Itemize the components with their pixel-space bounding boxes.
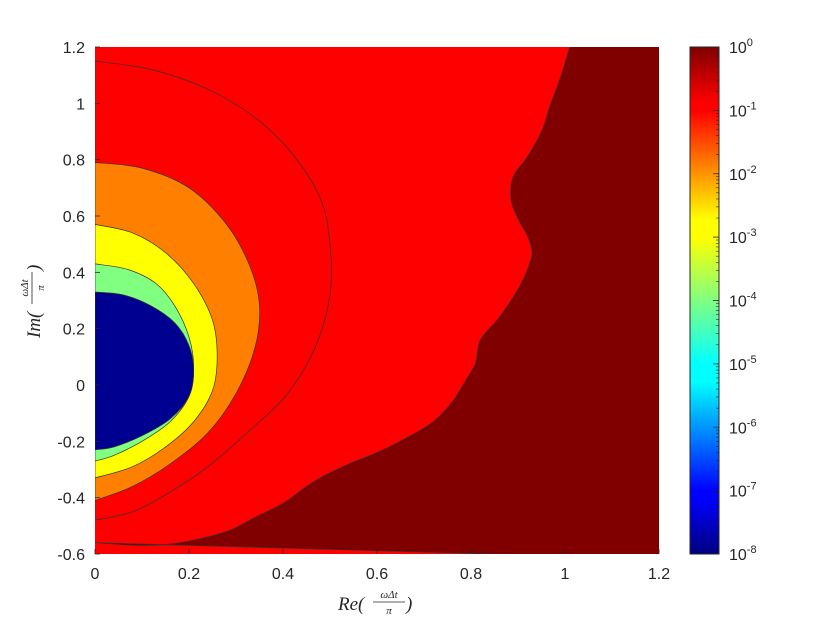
y-axis-label-denominator: π xyxy=(35,285,47,291)
y-tick-label: 0.2 xyxy=(63,322,85,339)
y-axis-label-main: Im( xyxy=(24,310,45,339)
x-axis-label-main: Re( xyxy=(337,594,366,615)
x-tick-label: 0.8 xyxy=(460,566,482,583)
y-tick-label: -0.2 xyxy=(57,434,85,451)
colorbar: 100 10-1 10-2 10-3 10-4 10-5 10-6 10-7 10-8 xyxy=(689,37,757,564)
x-axis-label-numerator: ωΔt xyxy=(380,589,398,601)
colorbar-tick-label: 10-2 xyxy=(729,164,757,184)
x-axis-ticks: 0 0.2 0.4 0.6 0.8 1 1.2 xyxy=(91,549,670,583)
y-tick-label: -0.6 xyxy=(57,547,85,564)
y-tick-label: 0.8 xyxy=(63,153,85,170)
colorbar-tick-label: 10-3 xyxy=(729,227,757,247)
colorbar-tick-label: 10-6 xyxy=(729,417,757,437)
x-tick-label: 0.6 xyxy=(366,566,388,583)
colorbar-tick-label: 100 xyxy=(729,37,753,57)
y-tick-label: -0.4 xyxy=(57,491,85,508)
colorbar-tick-label: 10-4 xyxy=(729,291,757,311)
x-axis-label-close: ) xyxy=(405,594,412,615)
y-tick-label: 0.6 xyxy=(63,209,85,226)
y-tick-label: 0 xyxy=(76,378,85,395)
y-axis-label-numerator: ωΔt xyxy=(19,278,31,296)
colorbar-tick-label: 10-5 xyxy=(729,354,757,374)
colorbar-tick-label: 10-1 xyxy=(729,100,757,120)
x-tick-label: 1 xyxy=(561,566,570,583)
x-tick-label: 0 xyxy=(91,566,100,583)
y-tick-label: 0.4 xyxy=(63,265,85,282)
colorbar-tick-label: 10-7 xyxy=(729,481,757,501)
y-tick-label: 1.2 xyxy=(63,40,85,57)
y-tick-label: 1 xyxy=(76,96,85,113)
contour-region-1 xyxy=(95,47,659,554)
y-axis-label-close: ) xyxy=(24,265,45,272)
colorbar-ticks: 100 10-1 10-2 10-3 10-4 10-5 10-6 10-7 10-8 xyxy=(713,37,757,564)
x-axis-label-denominator: π xyxy=(386,605,392,617)
x-tick-label: 0.4 xyxy=(272,566,294,583)
y-axis-label: Im( ωΔt π ) xyxy=(19,265,47,339)
y-axis-ticks: -0.6 -0.4 -0.2 0 0.2 0.4 0.6 0.8 1 1.2 xyxy=(57,40,100,564)
contour-regions xyxy=(95,47,659,554)
x-tick-label: 1.2 xyxy=(648,566,670,583)
colorbar-tick-label: 10-8 xyxy=(729,544,757,564)
contour-region-6 xyxy=(95,291,195,451)
colorbar-frame xyxy=(689,46,720,555)
plot-area xyxy=(95,47,659,554)
x-tick-label: 0.2 xyxy=(178,566,200,583)
x-axis-label: Re( ωΔt π ) xyxy=(337,589,412,617)
